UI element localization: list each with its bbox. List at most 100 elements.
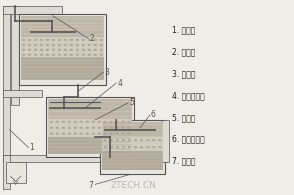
Ellipse shape: [70, 39, 73, 41]
Ellipse shape: [146, 139, 149, 141]
Ellipse shape: [52, 54, 55, 56]
Ellipse shape: [76, 49, 79, 51]
Ellipse shape: [52, 39, 55, 41]
Ellipse shape: [88, 39, 91, 41]
Ellipse shape: [22, 44, 25, 46]
Ellipse shape: [110, 146, 113, 148]
Bar: [3, 155, 10, 189]
Ellipse shape: [81, 54, 85, 56]
Ellipse shape: [56, 121, 59, 123]
Ellipse shape: [140, 146, 143, 148]
Ellipse shape: [52, 44, 55, 46]
Ellipse shape: [40, 44, 43, 46]
Ellipse shape: [46, 44, 49, 46]
Ellipse shape: [99, 39, 103, 41]
Bar: [102, 137, 163, 151]
Bar: [21, 37, 104, 57]
Bar: [21, 16, 104, 37]
Ellipse shape: [76, 44, 79, 46]
Ellipse shape: [28, 49, 31, 51]
Ellipse shape: [34, 44, 37, 46]
Ellipse shape: [76, 54, 79, 56]
Ellipse shape: [158, 139, 162, 141]
Bar: [102, 122, 163, 137]
Text: 4. 内层布水管: 4. 内层布水管: [172, 91, 205, 100]
Text: 1: 1: [30, 143, 34, 152]
Ellipse shape: [58, 54, 61, 56]
Ellipse shape: [46, 39, 49, 41]
Ellipse shape: [62, 121, 65, 123]
Ellipse shape: [76, 39, 79, 41]
Ellipse shape: [74, 133, 77, 135]
Ellipse shape: [68, 133, 71, 135]
Ellipse shape: [80, 121, 83, 123]
Ellipse shape: [74, 121, 77, 123]
Ellipse shape: [70, 54, 73, 56]
Text: 1. 配水槽: 1. 配水槽: [172, 26, 195, 35]
Ellipse shape: [103, 133, 107, 135]
Ellipse shape: [64, 49, 67, 51]
Bar: [3, 90, 43, 97]
Bar: [49, 137, 132, 154]
Ellipse shape: [134, 146, 137, 148]
Ellipse shape: [116, 139, 119, 141]
Ellipse shape: [68, 121, 71, 123]
Ellipse shape: [40, 54, 43, 56]
Ellipse shape: [93, 39, 97, 41]
Ellipse shape: [58, 44, 61, 46]
Ellipse shape: [70, 44, 73, 46]
Ellipse shape: [110, 139, 113, 141]
Ellipse shape: [81, 44, 85, 46]
Bar: [3, 155, 167, 161]
Ellipse shape: [50, 133, 53, 135]
Ellipse shape: [68, 127, 71, 129]
Bar: [162, 120, 169, 161]
Ellipse shape: [88, 54, 91, 56]
Ellipse shape: [86, 133, 89, 135]
Text: ZTECH.CN: ZTECH.CN: [110, 181, 156, 190]
Ellipse shape: [116, 127, 119, 129]
Ellipse shape: [103, 121, 107, 123]
Ellipse shape: [58, 49, 61, 51]
Ellipse shape: [121, 133, 125, 135]
Ellipse shape: [93, 44, 97, 46]
Text: 2. 蚯蚓床: 2. 蚯蚓床: [172, 47, 195, 56]
Bar: [3, 6, 10, 161]
Bar: [49, 99, 132, 119]
Ellipse shape: [121, 121, 125, 123]
Ellipse shape: [128, 146, 131, 148]
Ellipse shape: [91, 127, 95, 129]
Ellipse shape: [93, 49, 97, 51]
Ellipse shape: [34, 49, 37, 51]
Ellipse shape: [62, 133, 65, 135]
Ellipse shape: [127, 121, 131, 123]
Ellipse shape: [40, 49, 43, 51]
Ellipse shape: [99, 54, 103, 56]
Ellipse shape: [152, 139, 156, 141]
Ellipse shape: [103, 127, 107, 129]
Ellipse shape: [64, 54, 67, 56]
Ellipse shape: [58, 39, 61, 41]
Ellipse shape: [116, 133, 119, 135]
Ellipse shape: [91, 121, 95, 123]
Ellipse shape: [127, 127, 131, 129]
Ellipse shape: [80, 133, 83, 135]
Bar: [100, 120, 165, 175]
Ellipse shape: [28, 39, 31, 41]
Ellipse shape: [128, 139, 131, 141]
Text: 5: 5: [129, 98, 134, 107]
Ellipse shape: [88, 44, 91, 46]
Ellipse shape: [93, 54, 97, 56]
Ellipse shape: [91, 133, 95, 135]
Ellipse shape: [62, 127, 65, 129]
Ellipse shape: [46, 49, 49, 51]
Text: 3: 3: [104, 68, 109, 77]
Ellipse shape: [98, 133, 101, 135]
Bar: [3, 6, 62, 14]
Ellipse shape: [80, 127, 83, 129]
Ellipse shape: [50, 127, 53, 129]
Ellipse shape: [81, 39, 85, 41]
Ellipse shape: [109, 133, 113, 135]
Ellipse shape: [98, 127, 101, 129]
Ellipse shape: [116, 121, 119, 123]
